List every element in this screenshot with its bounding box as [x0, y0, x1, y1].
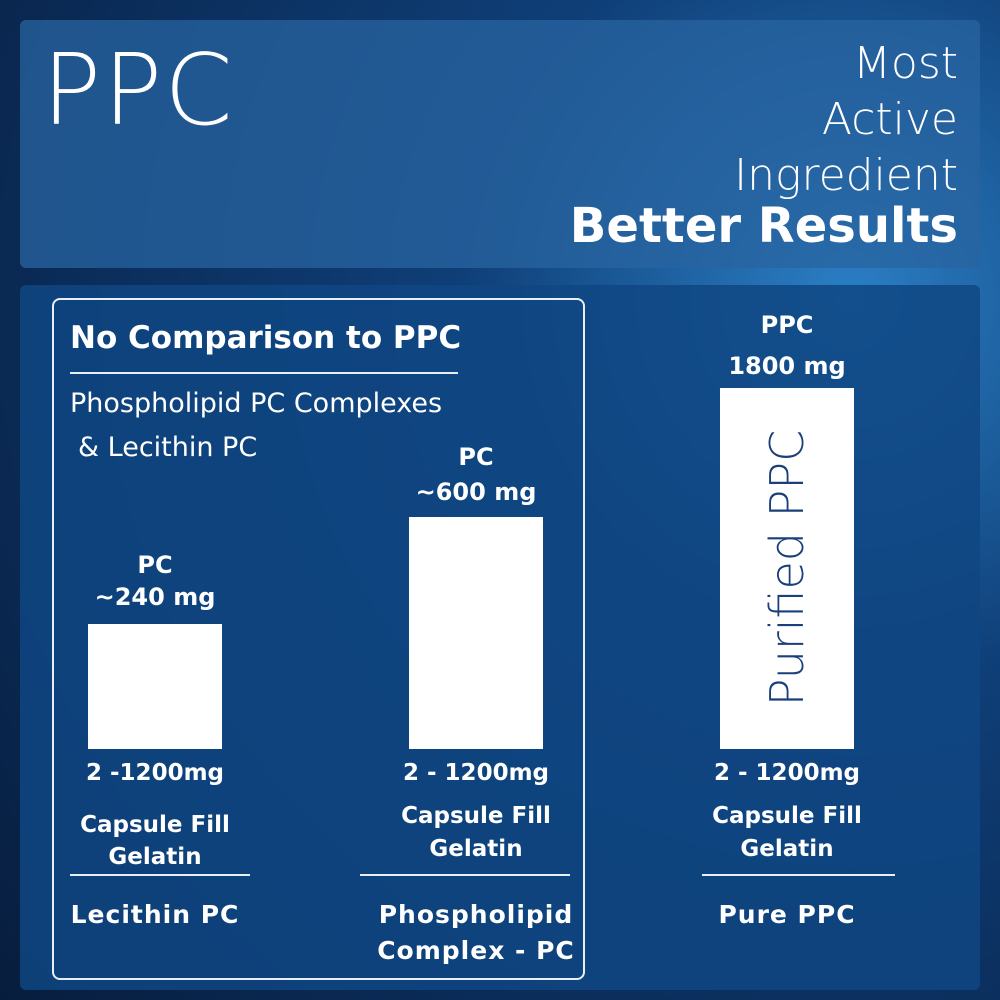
bar: Purified PPC: [720, 387, 854, 749]
capsule-fill-label: Gelatin: [740, 836, 834, 862]
comparison-subtitle: & Lecithin PC: [78, 432, 258, 463]
category-divider: [360, 874, 570, 876]
bar: [409, 516, 543, 749]
capsule-range-label: 2 -1200mg: [86, 760, 224, 786]
tagline-bold: Better Results: [569, 198, 958, 254]
data-label: ~240 mg: [94, 583, 216, 611]
capsule-fill-label: Capsule Fill: [712, 803, 862, 829]
category-divider: [702, 874, 895, 876]
capsule-range-label: 2 - 1200mg: [713, 760, 861, 786]
data-label: ~600 mg: [415, 478, 537, 506]
category-label: Pure PPC: [718, 900, 856, 929]
page-title: PPC: [42, 34, 235, 148]
capsule-fill-label: Capsule Fill: [401, 803, 551, 829]
tagline-line: Ingredient: [734, 150, 958, 201]
capsule-fill-label: Gelatin: [429, 836, 523, 862]
data-label: PC: [458, 443, 494, 471]
category-label: Complex - PC: [377, 936, 575, 965]
data-label: 1800 mg: [728, 352, 846, 380]
header-banner: PPC Most Active Ingredient Better Result…: [20, 20, 980, 268]
capsule-fill-label: Gelatin: [108, 844, 202, 870]
category-divider: [70, 874, 250, 876]
capsule-fill-label: Capsule Fill: [80, 812, 230, 838]
capsule-range-label: 2 - 1200mg: [402, 760, 550, 786]
bar-inner-label: Purified PPC: [760, 430, 814, 707]
heading-divider: [70, 372, 458, 374]
tagline-line: Active: [821, 94, 958, 145]
data-label: PPC: [760, 311, 814, 339]
category-label: Lecithin PC: [70, 900, 240, 929]
comparison-heading: No Comparison to PPC: [70, 320, 462, 356]
tagline-line: Most: [852, 38, 958, 89]
comparison-subtitle: Phospholipid PC Complexes: [70, 388, 443, 419]
bar: [88, 624, 222, 749]
comparison-box: [52, 298, 585, 980]
data-label: PC: [137, 551, 173, 579]
category-label: Phospholipid: [378, 900, 574, 929]
